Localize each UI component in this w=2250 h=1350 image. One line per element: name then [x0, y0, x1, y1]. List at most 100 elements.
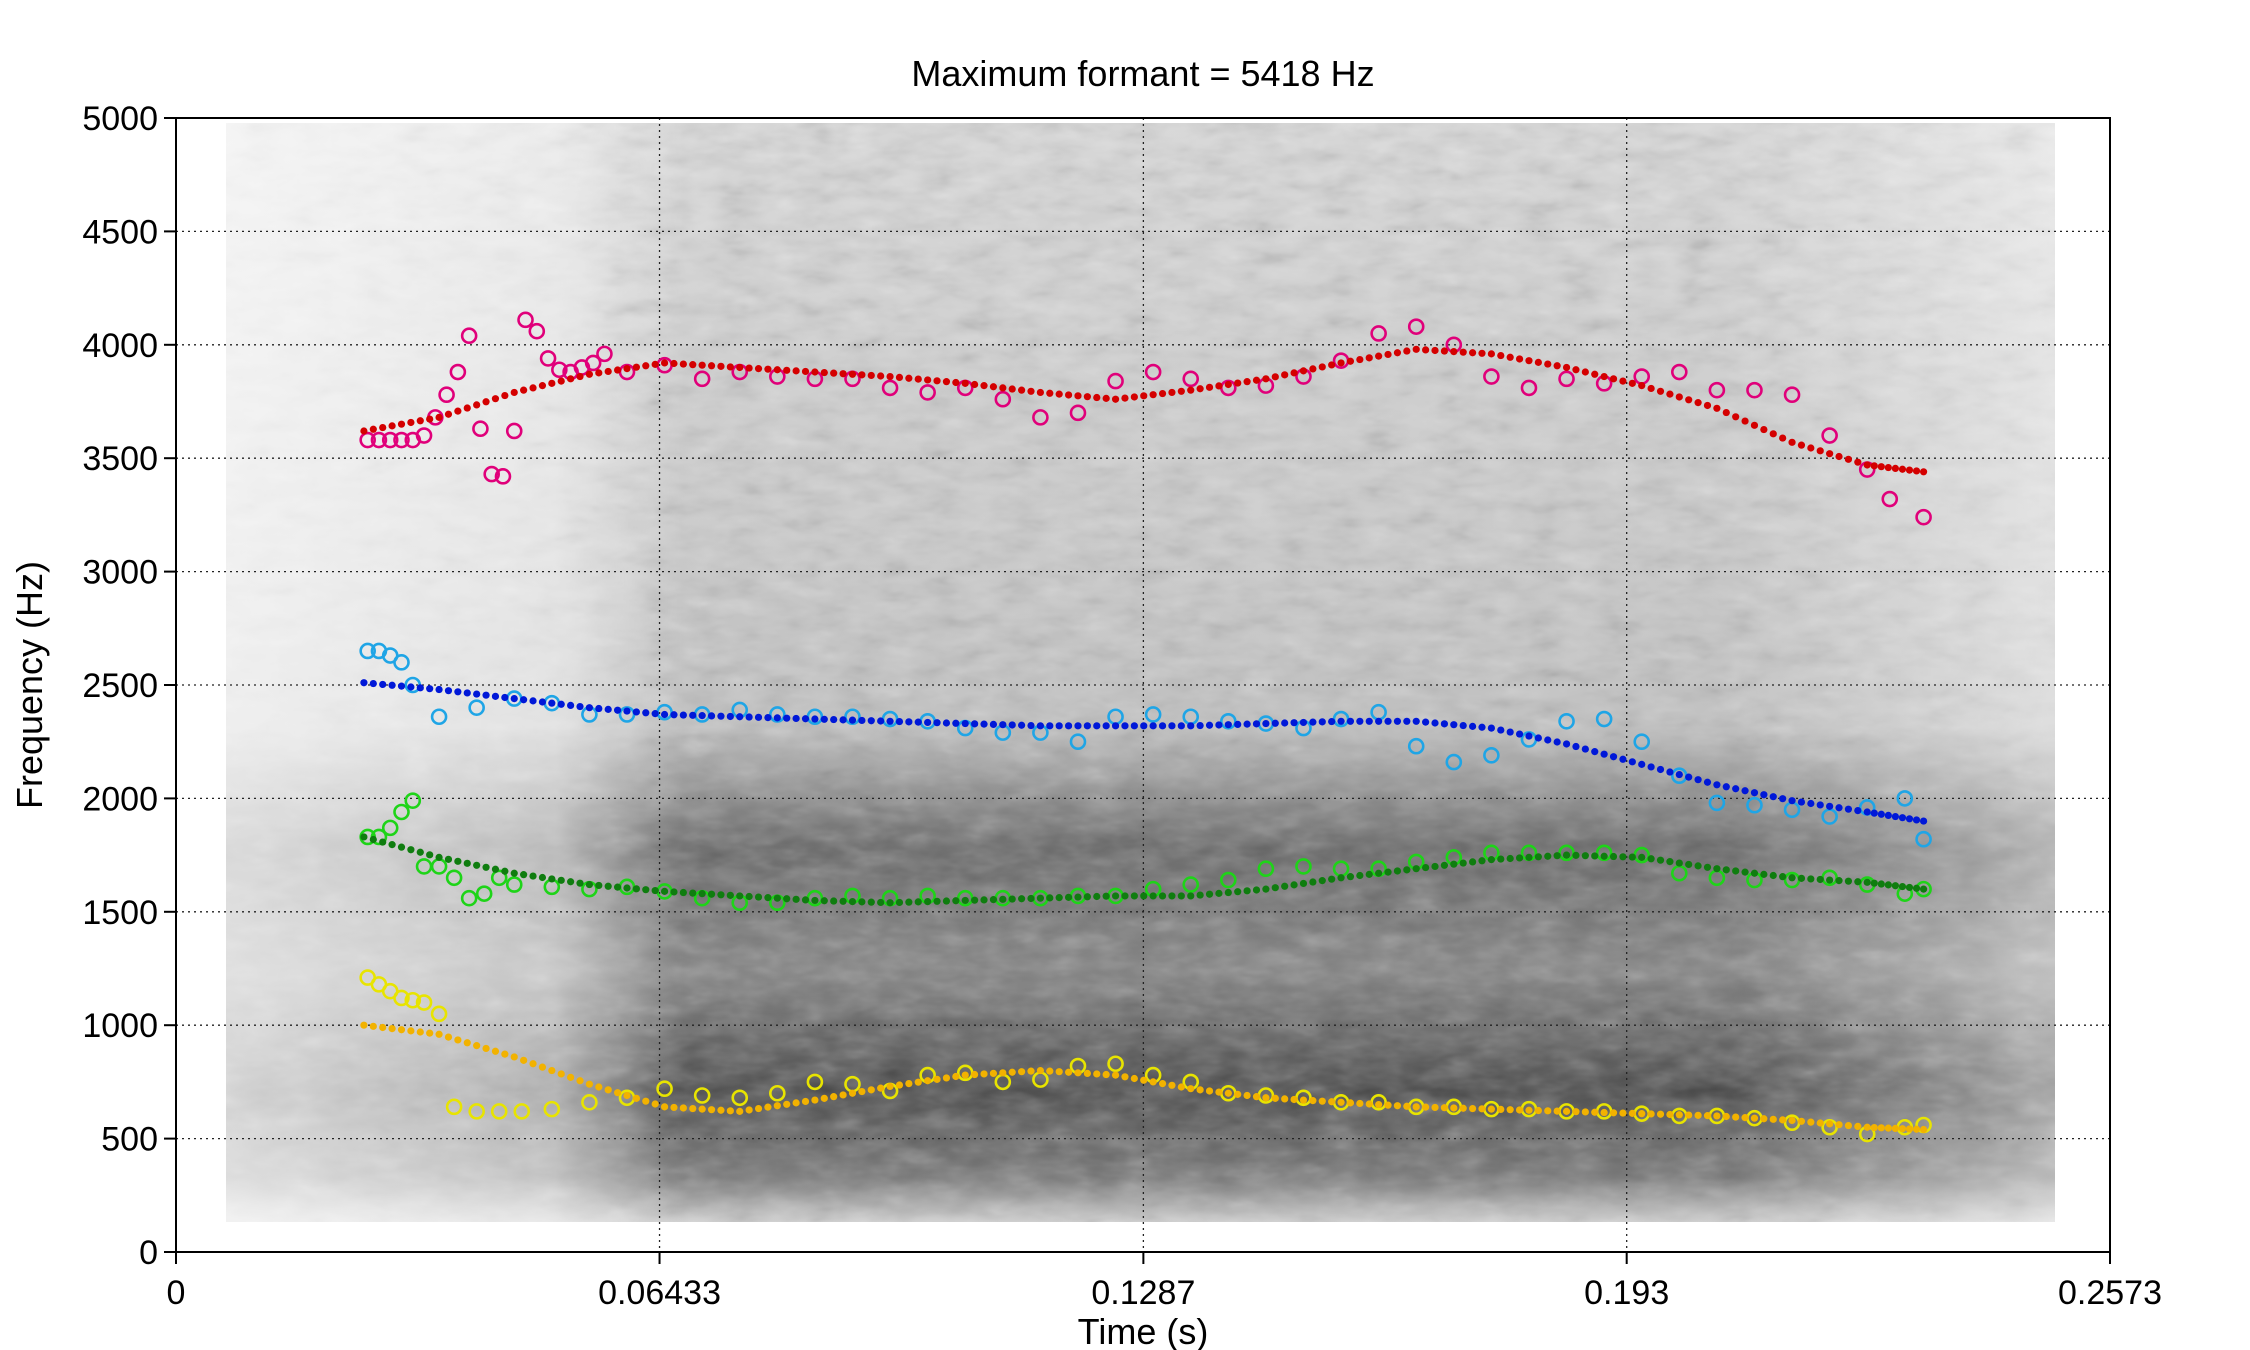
data-point	[754, 365, 763, 373]
data-point	[1027, 894, 1035, 903]
data-point	[764, 894, 772, 902]
data-point	[1102, 1070, 1110, 1079]
data-point	[1224, 1089, 1232, 1097]
data-point	[1779, 795, 1787, 803]
data-point	[1450, 721, 1458, 729]
data-point	[1215, 721, 1223, 729]
data-point	[613, 883, 622, 891]
data-point	[707, 1106, 716, 1114]
data-point	[886, 372, 894, 381]
data-point	[1854, 806, 1862, 815]
data-point	[1121, 394, 1129, 402]
data-point	[1102, 394, 1110, 402]
data-point	[584, 354, 602, 372]
data-point	[604, 705, 612, 713]
data-point	[811, 715, 819, 723]
data-point	[754, 713, 763, 721]
data-point	[623, 884, 631, 892]
data-point	[693, 370, 711, 388]
data-point	[792, 367, 800, 375]
data-point	[830, 715, 838, 724]
data-point	[1375, 717, 1383, 725]
data-point	[1581, 852, 1589, 860]
data-point	[1844, 805, 1853, 813]
data-point	[1459, 859, 1467, 867]
data-point	[1506, 1106, 1514, 1114]
data-point	[1647, 1110, 1655, 1118]
data-point	[1633, 733, 1651, 751]
series-3	[360, 679, 1928, 825]
data-point	[1898, 1125, 1907, 1133]
data-point	[1506, 854, 1514, 863]
data-point	[1440, 861, 1449, 869]
data-point	[510, 869, 518, 877]
data-point	[726, 891, 734, 899]
data-point	[1431, 719, 1439, 727]
data-point	[1647, 763, 1655, 771]
data-point	[1722, 783, 1730, 791]
data-point	[1515, 854, 1524, 862]
data-point	[1769, 793, 1777, 801]
data-point	[830, 369, 838, 377]
data-point	[1703, 863, 1712, 871]
data-point	[1450, 1104, 1458, 1112]
data-point	[415, 994, 433, 1011]
data-point	[1337, 359, 1345, 367]
data-point	[1656, 387, 1665, 395]
data-point	[1844, 455, 1853, 463]
data-point	[717, 712, 725, 720]
data-point	[1870, 462, 1878, 470]
data-point	[482, 863, 490, 871]
data-point	[585, 704, 594, 712]
x-tick-label: 0.06433	[598, 1274, 721, 1312]
data-point	[1281, 371, 1289, 379]
data-point	[726, 712, 734, 721]
data-point	[999, 1069, 1007, 1077]
data-point	[689, 711, 697, 719]
data-point	[1816, 1119, 1824, 1127]
data-point	[1891, 882, 1900, 890]
data-point	[961, 1071, 969, 1079]
data-point	[679, 1104, 687, 1112]
data-point	[1102, 892, 1110, 900]
data-point	[1487, 856, 1495, 864]
data-point	[1384, 717, 1392, 725]
data-point	[801, 715, 810, 723]
x-tick-label: 0	[167, 1274, 186, 1312]
data-point	[1497, 351, 1505, 360]
data-point	[1177, 1083, 1185, 1091]
data-point	[1468, 349, 1477, 357]
data-point	[726, 1107, 734, 1115]
data-point	[1074, 1069, 1082, 1077]
data-point	[764, 1103, 772, 1111]
data-point	[1708, 381, 1726, 399]
data-point	[1365, 354, 1373, 362]
data-point	[952, 1072, 960, 1081]
data-point	[1365, 870, 1373, 878]
data-point	[1591, 852, 1599, 860]
data-point	[773, 1102, 781, 1110]
data-point	[613, 1089, 622, 1097]
data-point	[1746, 796, 1763, 814]
data-point	[1140, 1076, 1148, 1084]
data-point	[1750, 869, 1759, 877]
data-point	[783, 1100, 791, 1108]
data-point	[1483, 747, 1500, 764]
data-point	[1675, 859, 1683, 867]
data-point	[482, 398, 490, 406]
data-point	[858, 716, 866, 725]
data-point	[1760, 1115, 1768, 1123]
data-point	[1252, 720, 1261, 728]
data-point	[660, 710, 669, 719]
data-point	[1008, 721, 1016, 729]
data-point	[820, 1094, 828, 1102]
data-point	[820, 368, 828, 377]
data-point	[1685, 396, 1693, 404]
data-point	[989, 896, 998, 904]
data-point	[1356, 1099, 1364, 1108]
data-point	[1356, 871, 1364, 880]
data-point	[1093, 393, 1101, 402]
data-point	[806, 1073, 824, 1091]
data-point	[1807, 799, 1815, 808]
data-point	[745, 713, 753, 721]
